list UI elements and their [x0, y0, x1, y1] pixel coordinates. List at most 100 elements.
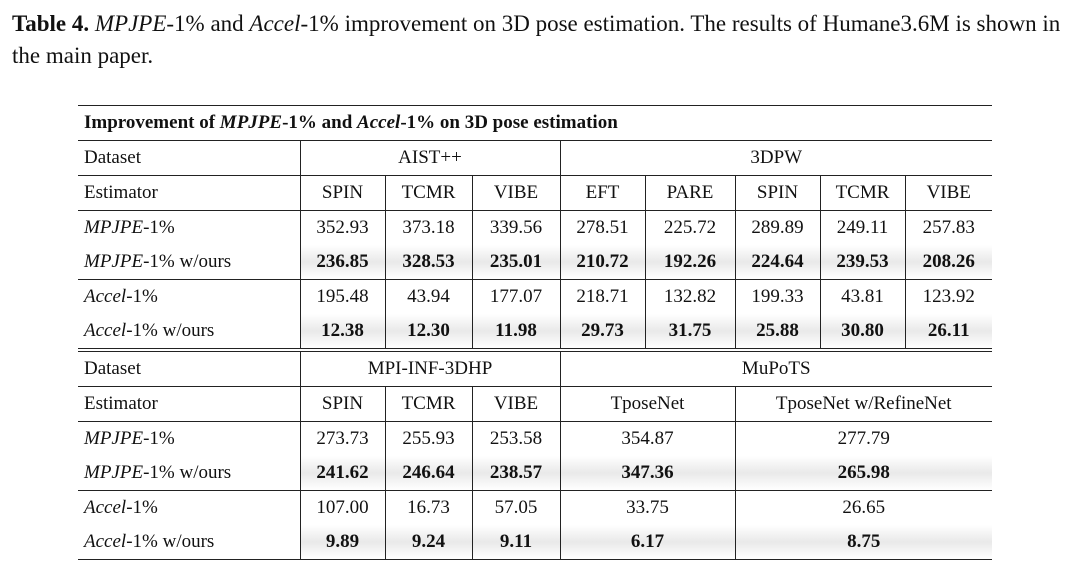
- cell: SPIN: [299, 175, 386, 211]
- estimator-row: Estimator SPIN TCMR VIBE TposeNet TposeNet w/…: [78, 386, 992, 422]
- cell: 26.11: [904, 314, 992, 350]
- metric-suffix: -1%: [143, 217, 175, 238]
- cell: 373.18: [384, 210, 473, 245]
- results-table: Improvement of MPJPE-1% and Accel-1% on …: [78, 105, 992, 560]
- metric-name: MPJPE: [84, 462, 144, 483]
- cell: MPI-INF-3DHP: [299, 348, 561, 387]
- cell: 255.93: [384, 421, 473, 456]
- cell: SPIN: [734, 175, 821, 211]
- cell: 57.05: [471, 490, 561, 525]
- metric-name: Accel: [84, 531, 127, 552]
- data-row: Accel-1% 107.00 16.73 57.05 33.75 26.65: [78, 490, 992, 525]
- cell: 11.98: [471, 314, 561, 350]
- data-row: MPJPE-1% 273.73 255.93 253.58 354.87 277.79: [78, 421, 992, 456]
- dataset-row: Dataset AIST++ 3DPW: [78, 140, 992, 176]
- metric-suffix: -1%: [126, 497, 158, 518]
- cell: TCMR: [384, 175, 473, 211]
- cell: 29.73: [559, 314, 646, 350]
- cell: TCMR: [819, 175, 906, 211]
- estimator-row: Estimator SPIN TCMR VIBE EFT PARE SPIN TCMR VIBE: [78, 175, 992, 211]
- title-text: Improvement of: [84, 112, 220, 133]
- data-row: MPJPE-1% 352.93 373.18 339.56 278.51 225.72 28…: [78, 210, 992, 245]
- caption-text: MPJPE: [94, 11, 167, 36]
- cell: 236.85: [299, 245, 386, 280]
- cell: 347.36: [559, 456, 736, 491]
- cell: 6.17: [559, 525, 736, 560]
- cell: TposeNet: [559, 386, 736, 422]
- title-row: Improvement of MPJPE-1% and Accel-1% on …: [78, 105, 992, 141]
- cell: 354.87: [559, 421, 736, 456]
- cell: 31.75: [644, 314, 736, 350]
- data-row: Accel-1% w/ours 9.89 9.24 9.11 6.17 8.75: [78, 525, 992, 560]
- row-label: Estimator: [78, 175, 301, 211]
- row-label: Dataset: [78, 348, 301, 387]
- cell: 26.65: [734, 490, 992, 525]
- row-label: MPJPE-1% w/ours: [78, 245, 301, 280]
- cell: 246.64: [384, 456, 473, 491]
- data-row: Accel-1% w/ours 12.38 12.30 11.98 29.73 31.75…: [78, 314, 992, 350]
- cell: 9.24: [384, 525, 473, 560]
- metric-suffix: -1% w/ours: [126, 531, 215, 552]
- metric-name: MPJPE: [84, 251, 144, 272]
- cell: 277.79: [734, 421, 992, 456]
- cell: 43.94: [384, 279, 473, 314]
- cell: TposeNet w/RefineNet: [734, 386, 992, 422]
- data-row: Accel-1% 195.48 43.94 177.07 218.71 132.82 199…: [78, 279, 992, 314]
- cell: 328.53: [384, 245, 473, 280]
- row-label: Estimator: [78, 386, 301, 422]
- metric-suffix: -1% w/ours: [143, 251, 232, 272]
- metric-name: Accel: [84, 286, 127, 307]
- cell: 195.48: [299, 279, 386, 314]
- metric-suffix: -1% w/ours: [126, 320, 215, 341]
- metric-name: Accel: [84, 497, 127, 518]
- caption: Table 4. MPJPE-1% and Accel-1% improveme…: [12, 8, 1074, 72]
- cell: 235.01: [471, 245, 561, 280]
- data-row: MPJPE-1% w/ours 241.62 246.64 238.57 347.36 2…: [78, 456, 992, 491]
- cell: 352.93: [299, 210, 386, 245]
- metric-name: MPJPE: [84, 217, 144, 238]
- row-label: Accel-1% w/ours: [78, 525, 301, 560]
- cell: 25.88: [734, 314, 821, 350]
- row-label: Accel-1%: [78, 490, 301, 525]
- cell: 225.72: [644, 210, 736, 245]
- metric-suffix: -1%: [126, 286, 158, 307]
- data-row: MPJPE-1% w/ours 236.85 328.53 235.01 210.72 1…: [78, 245, 992, 280]
- cell: 9.11: [471, 525, 561, 560]
- metric-name: Accel: [84, 320, 127, 341]
- metric-suffix: -1%: [143, 428, 175, 449]
- cell: 238.57: [471, 456, 561, 491]
- caption-text: -1% and: [166, 11, 250, 36]
- row-label: Dataset: [78, 140, 301, 176]
- cell: SPIN: [299, 386, 386, 422]
- caption-label: Table 4.: [12, 11, 90, 36]
- cell: 43.81: [819, 279, 906, 314]
- cell: 339.56: [471, 210, 561, 245]
- cell: 249.11: [819, 210, 906, 245]
- cell: EFT: [559, 175, 646, 211]
- row-label: MPJPE-1% w/ours: [78, 456, 301, 491]
- cell: MuPoTS: [559, 348, 992, 387]
- cell: 289.89: [734, 210, 821, 245]
- cell: TCMR: [384, 386, 473, 422]
- cell: 177.07: [471, 279, 561, 314]
- title-text: MPJPE: [219, 112, 283, 133]
- cell: 33.75: [559, 490, 736, 525]
- cell: VIBE: [904, 175, 992, 211]
- cell: 30.80: [819, 314, 906, 350]
- cell: 12.30: [384, 314, 473, 350]
- cell: 107.00: [299, 490, 386, 525]
- row-label: MPJPE-1%: [78, 210, 301, 245]
- metric-suffix: -1% w/ours: [143, 462, 232, 483]
- cell: 208.26: [904, 245, 992, 280]
- cell: 192.26: [644, 245, 736, 280]
- cell: 210.72: [559, 245, 646, 280]
- cell: 199.33: [734, 279, 821, 314]
- title-text: Accel: [357, 112, 401, 133]
- cell: 8.75: [734, 525, 992, 560]
- cell: 253.58: [471, 421, 561, 456]
- cell: 278.51: [559, 210, 646, 245]
- cell: 265.98: [734, 456, 992, 491]
- metric-name: MPJPE: [84, 428, 144, 449]
- row-label: MPJPE-1%: [78, 421, 301, 456]
